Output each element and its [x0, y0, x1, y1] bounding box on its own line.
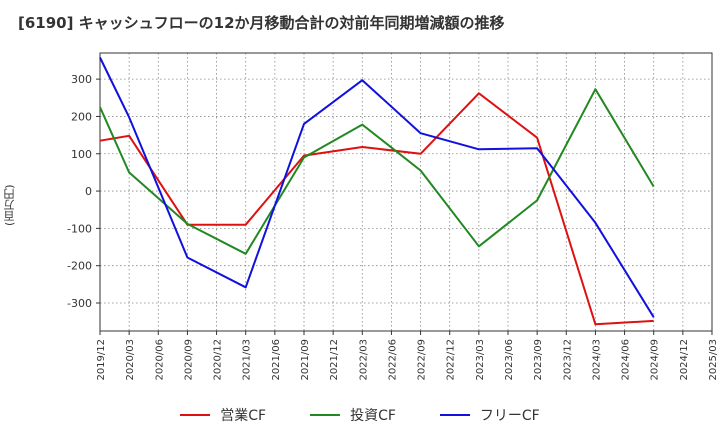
legend-swatch: [180, 414, 211, 416]
chart-title: [6190] キャッシュフローの12か月移動合計の対前年同期増減額の推移: [18, 14, 505, 32]
x-tick-label: 2020/03: [125, 339, 136, 381]
legend-label: 営業CF: [220, 408, 267, 424]
x-tick-label: 2020/09: [183, 339, 194, 381]
y-tick-label: 200: [71, 110, 92, 123]
y-tick-label: 100: [71, 148, 92, 161]
series-line-2: [99, 88, 655, 255]
x-tick-label: 2020/06: [154, 339, 165, 381]
x-tick-label: 2022/03: [358, 339, 369, 381]
x-tick-label: 2022/06: [387, 339, 398, 381]
x-tick-label: 2022/12: [446, 339, 457, 381]
x-tick-label: 2023/09: [533, 339, 544, 381]
x-tick-label: 2021/03: [242, 339, 253, 381]
x-tick-label: 2025/03: [708, 339, 719, 381]
x-tick-label: 2022/09: [417, 339, 428, 381]
y-tick-label: -300: [67, 297, 92, 310]
series-line-1: [99, 92, 654, 326]
legend-swatch: [439, 414, 470, 416]
legend-item: 営業CF: [180, 405, 266, 425]
legend-item: 投資CF: [310, 405, 396, 425]
legend-swatch: [310, 414, 341, 416]
series-line-3: [99, 57, 655, 318]
chart-legend: 営業CF 投資CF フリーCF: [0, 405, 720, 425]
x-tick-label: 2023/06: [504, 339, 515, 381]
x-tick-label: 2021/12: [329, 339, 340, 381]
y-tick-label: -200: [67, 260, 92, 273]
x-tick-label: 2023/12: [562, 339, 573, 381]
legend-item: フリーCF: [439, 405, 540, 425]
x-tick-label: 2024/06: [621, 339, 632, 381]
x-tick-label: 2021/09: [300, 339, 311, 381]
x-tick-label: 2020/12: [213, 339, 224, 381]
plot-frame: [99, 52, 713, 332]
x-tick-label: 2021/06: [271, 339, 282, 381]
y-tick-label: 0: [85, 185, 92, 198]
x-tick-label: 2024/09: [650, 339, 661, 381]
x-tick-label: 2024/03: [591, 339, 602, 381]
x-tick-label: 2024/12: [679, 339, 690, 381]
x-tick-label: 2019/12: [96, 339, 107, 381]
y-tick-label: 300: [71, 73, 92, 86]
x-tick-label: 2023/03: [475, 339, 486, 381]
legend-label: フリーCF: [479, 408, 540, 424]
y-tick-label: -100: [67, 222, 92, 235]
legend-label: 投資CF: [350, 408, 396, 424]
